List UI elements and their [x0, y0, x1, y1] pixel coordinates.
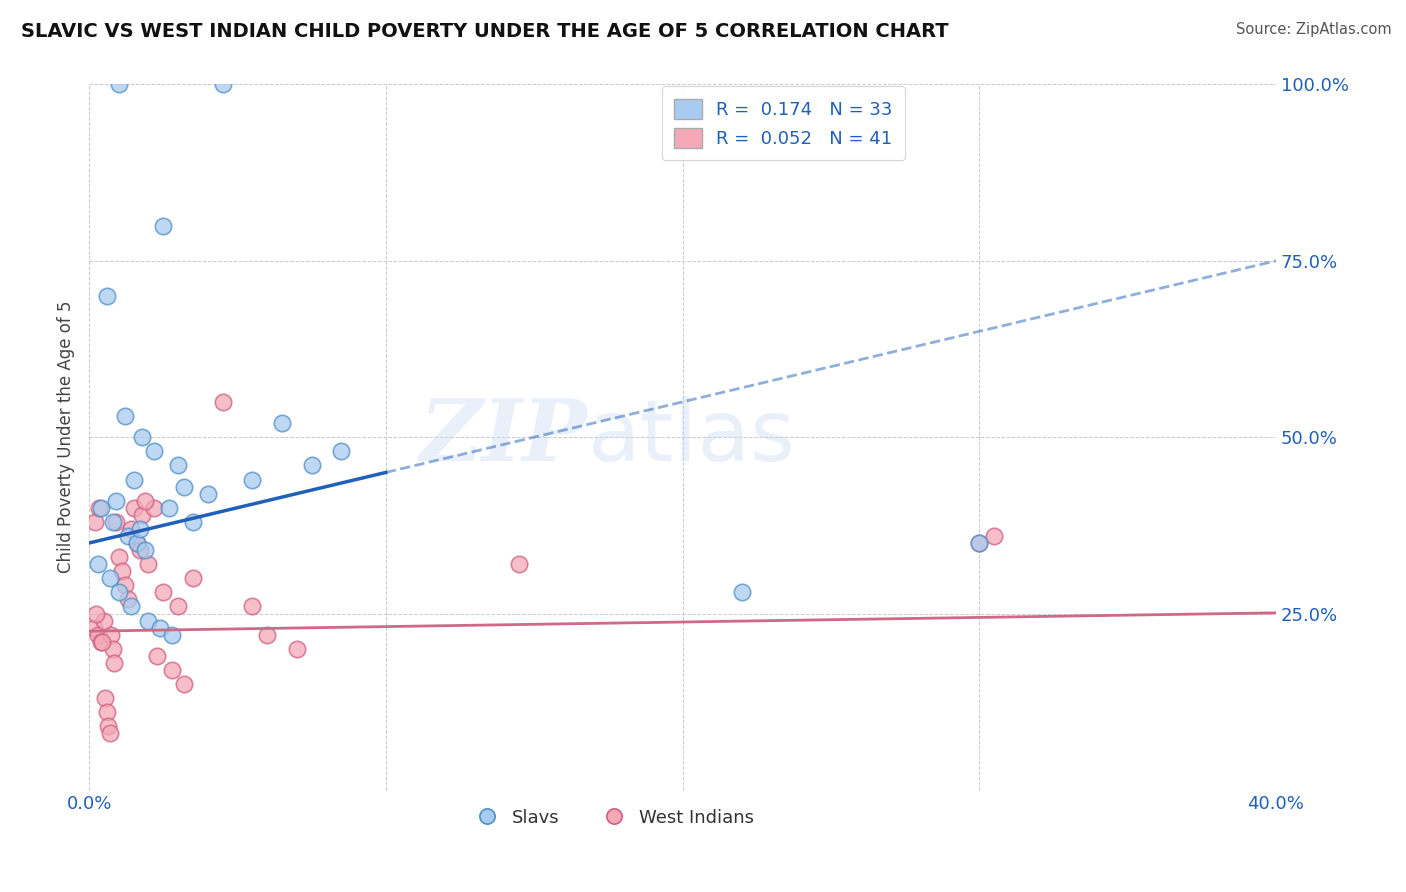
- Point: [90, 500, 112, 515]
- Point: [104, 515, 127, 529]
- Point: [131, 430, 153, 444]
- Point: [104, 493, 127, 508]
- Point: [84, 515, 107, 529]
- Point: [107, 550, 129, 565]
- Point: [128, 543, 150, 558]
- Point: [114, 578, 136, 592]
- Point: [330, 444, 353, 458]
- Point: [120, 522, 142, 536]
- Point: [94, 691, 117, 706]
- Point: [114, 409, 136, 423]
- Point: [167, 458, 190, 473]
- Point: [160, 663, 183, 677]
- Point: [167, 599, 190, 614]
- Point: [967, 536, 990, 550]
- Point: [143, 500, 166, 515]
- Point: [100, 628, 122, 642]
- Point: [508, 557, 530, 571]
- Point: [138, 614, 160, 628]
- Point: [125, 536, 148, 550]
- Point: [181, 515, 204, 529]
- Point: [181, 571, 204, 585]
- Point: [146, 648, 169, 663]
- Point: [103, 656, 125, 670]
- Point: [211, 78, 233, 92]
- Point: [117, 592, 139, 607]
- Point: [240, 473, 263, 487]
- Point: [967, 536, 990, 550]
- Point: [134, 543, 156, 558]
- Point: [96, 706, 118, 720]
- Point: [107, 585, 129, 599]
- Point: [87, 557, 110, 571]
- Point: [138, 557, 160, 571]
- Point: [173, 677, 195, 691]
- Point: [122, 473, 145, 487]
- Text: Source: ZipAtlas.com: Source: ZipAtlas.com: [1236, 22, 1392, 37]
- Point: [83, 621, 105, 635]
- Point: [131, 508, 153, 522]
- Point: [285, 641, 308, 656]
- Point: [87, 628, 110, 642]
- Point: [152, 585, 174, 599]
- Point: [107, 78, 129, 92]
- Legend: Slavs, West Indians: Slavs, West Indians: [461, 801, 761, 834]
- Point: [98, 726, 121, 740]
- Point: [111, 564, 134, 578]
- Point: [101, 515, 124, 529]
- Text: ZIP: ZIP: [419, 395, 588, 479]
- Point: [173, 479, 195, 493]
- Point: [91, 634, 114, 648]
- Point: [983, 529, 1005, 543]
- Point: [271, 416, 294, 430]
- Point: [98, 571, 121, 585]
- Point: [197, 486, 219, 500]
- Point: [134, 493, 156, 508]
- Y-axis label: Child Poverty Under the Age of 5: Child Poverty Under the Age of 5: [58, 301, 75, 574]
- Point: [122, 500, 145, 515]
- Point: [152, 219, 174, 233]
- Point: [120, 599, 142, 614]
- Point: [256, 628, 278, 642]
- Point: [101, 641, 124, 656]
- Point: [86, 607, 108, 621]
- Point: [240, 599, 263, 614]
- Point: [125, 536, 148, 550]
- Point: [93, 614, 115, 628]
- Point: [96, 289, 118, 303]
- Text: atlas: atlas: [588, 396, 796, 479]
- Point: [117, 529, 139, 543]
- Point: [149, 621, 172, 635]
- Point: [301, 458, 323, 473]
- Point: [143, 444, 166, 458]
- Point: [128, 522, 150, 536]
- Point: [160, 628, 183, 642]
- Point: [157, 500, 180, 515]
- Point: [97, 719, 120, 733]
- Point: [211, 395, 233, 409]
- Point: [731, 585, 754, 599]
- Point: [90, 634, 112, 648]
- Point: [89, 500, 111, 515]
- Text: SLAVIC VS WEST INDIAN CHILD POVERTY UNDER THE AGE OF 5 CORRELATION CHART: SLAVIC VS WEST INDIAN CHILD POVERTY UNDE…: [21, 22, 949, 41]
